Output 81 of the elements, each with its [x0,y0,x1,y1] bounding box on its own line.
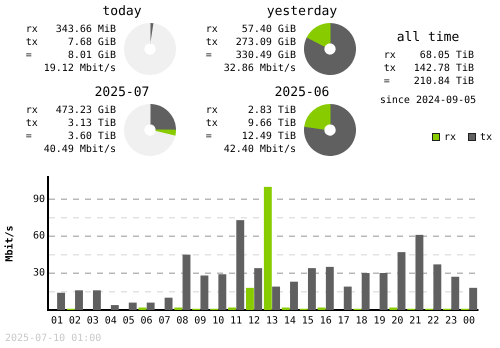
y-tick-label: 60 [32,230,45,242]
x-tick-label: 23 [445,316,458,327]
bar [236,220,244,310]
text: tx 3.13 TiB [24,117,116,130]
text: rx 473.23 GiB [24,104,116,117]
y-axis-title: Mbit/s [4,225,16,262]
bar [362,273,370,310]
text: tx 9.66 TiB [204,117,296,130]
y-tick-label: 30 [32,268,45,279]
x-tick-label: 17 [338,316,350,327]
bar [128,302,137,310]
bar [415,234,424,310]
bar [344,286,352,310]
x-tick-label: 15 [302,316,314,327]
x-tick-label: 05 [122,316,135,327]
text: since 2024-09-05 [378,95,478,106]
x-tick-label: 11 [230,316,242,327]
text: = 330.49 GiB [204,49,296,62]
text: tx 142.78 TiB [382,62,474,75]
bar [92,290,101,310]
x-tick-label: 09 [194,316,206,327]
bar [182,254,190,310]
x-tick-label: 18 [356,316,368,327]
x-tick-label: 04 [104,316,117,327]
x-tick-label: 14 [284,316,296,327]
text: rx 57.40 GiB [204,23,296,36]
bar [398,252,406,310]
bar [246,288,254,310]
bar [380,273,388,310]
bar [272,286,280,310]
legend-label: rx [444,132,456,142]
x-tick-label: 01 [50,316,63,327]
text: 40.49 Mbit/s [42,143,116,156]
x-tick-label: 08 [176,316,188,327]
x-tick-label: 03 [86,316,99,327]
x-tick-label: 00 [463,316,476,327]
y-tick-label: 90 [32,194,45,205]
text: 19.12 Mbit/s [42,62,116,75]
x-tick-label: 10 [212,316,224,327]
chart-title: 2025-06 [274,85,330,100]
bar [218,274,226,310]
x-tick-label: 12 [248,316,260,327]
x-tick-label: 20 [391,316,404,327]
bar [254,268,262,310]
chart-title: today [101,4,143,19]
x-tick-label: 06 [140,316,153,327]
text: = 3.60 TiB [24,130,116,143]
text: all time [396,30,460,45]
text: 32.86 Mbit/s [222,62,296,75]
text: = 210.84 TiB [382,75,474,88]
x-tick-label: 02 [68,316,81,327]
bar [469,288,478,310]
bar [57,292,66,310]
bar [200,276,208,310]
bar [326,266,334,310]
text: tx 273.09 GiB [204,36,296,49]
legend-label: tx [480,132,492,142]
bar [164,298,173,310]
text: rx 343.66 MiB [24,23,116,36]
bar [433,264,442,310]
x-tick-label: 19 [373,316,386,327]
bar [75,290,83,310]
bar [451,276,460,310]
bar [308,268,316,310]
bar [290,282,298,310]
chart-title: 2025-07 [94,85,150,100]
bar [146,302,155,310]
x-tick-label: 13 [266,316,278,327]
x-tick-label: 07 [158,316,170,327]
bar [110,305,119,310]
text: rx 2.83 TiB [204,104,296,117]
text: rx 68.05 TiB [382,49,474,62]
text: = 12.49 TiB [204,130,296,143]
bar [264,186,272,310]
text: tx 7.68 GiB [24,36,116,49]
x-tick-label: 16 [320,316,332,327]
x-tick-label: 21 [409,316,422,327]
x-tick-label: 22 [427,316,440,327]
text: 42.40 Mbit/s [222,143,296,156]
text: = 8.01 GiB [24,49,116,62]
chart-title: yesterday [266,4,338,19]
